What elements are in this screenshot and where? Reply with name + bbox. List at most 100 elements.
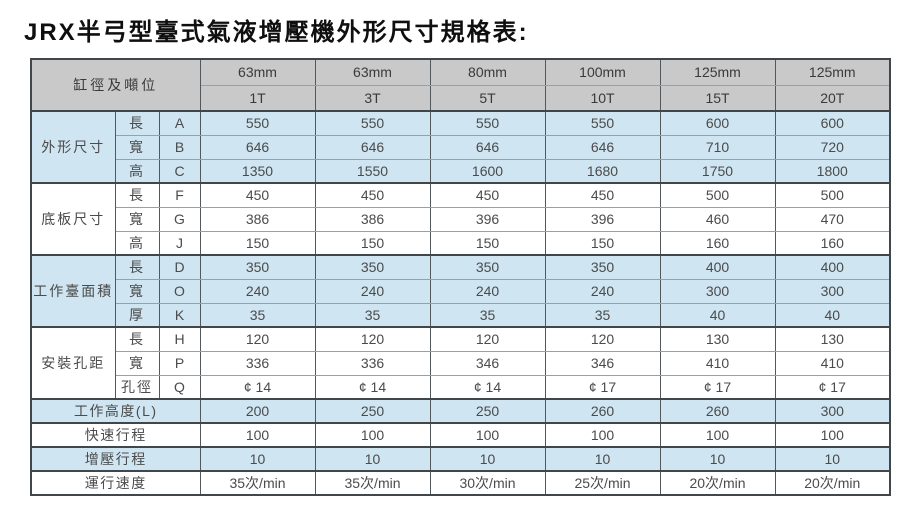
value-cell: 396 [544, 206, 661, 232]
value-cell: 35次/min [314, 470, 431, 496]
row-group-label: 底板尺寸 [30, 182, 116, 256]
value-cell: 30次/min [429, 470, 546, 496]
value-cell: 35 [314, 302, 431, 328]
value-cell: 160 [774, 230, 891, 256]
value-cell: 1680 [544, 158, 661, 184]
value-cell: 20次/min [659, 470, 776, 496]
value-cell: 710 [659, 134, 776, 160]
value-cell: 150 [544, 230, 661, 256]
value-cell: 470 [774, 206, 891, 232]
value-cell: 10 [544, 446, 661, 472]
table-row: 寬 B 646 646 646 646 710 720 [31, 134, 891, 160]
spec-table: 缸徑及噸位 63mm 63mm 80mm 100mm 125mm 125mm 1… [30, 58, 891, 496]
value-cell: 500 [774, 182, 891, 208]
value-cell: 550 [199, 110, 316, 136]
col-header-bore: 63mm [199, 58, 316, 86]
value-cell: 250 [429, 398, 546, 424]
value-cell: 240 [544, 278, 661, 304]
value-cell: 450 [314, 182, 431, 208]
value-cell: 646 [199, 134, 316, 160]
code-label: B [158, 134, 201, 160]
value-cell: 720 [774, 134, 891, 160]
value-cell: 646 [544, 134, 661, 160]
value-cell: 500 [659, 182, 776, 208]
value-cell: 346 [429, 350, 546, 376]
col-header-tonnage: 20T [774, 84, 891, 112]
value-cell: 150 [429, 230, 546, 256]
value-cell: ¢ 14 [314, 374, 431, 400]
value-cell: 346 [544, 350, 661, 376]
dim-label: 長 [114, 254, 160, 280]
row-group-label: 外形尺寸 [30, 110, 116, 184]
value-cell: 646 [429, 134, 546, 160]
header-row-tonnage: 1T 3T 5T 10T 15T 20T [31, 84, 891, 112]
value-cell: ¢ 17 [544, 374, 661, 400]
table-row: 運行速度 35次/min 35次/min 30次/min 25次/min 20次… [30, 470, 891, 496]
value-cell: 40 [774, 302, 891, 328]
value-cell: 240 [199, 278, 316, 304]
value-cell: 35 [544, 302, 661, 328]
value-cell: 150 [199, 230, 316, 256]
footer-row-label: 快速行程 [30, 422, 201, 448]
value-cell: 386 [314, 206, 431, 232]
value-cell: 100 [314, 422, 431, 448]
page-title: JRX半弓型臺式氣液增壓機外形尺寸規格表: [24, 19, 529, 46]
value-cell: ¢ 17 [659, 374, 776, 400]
table-row: 底板尺寸 長 F 450 450 450 450 500 500 [30, 182, 891, 256]
code-label: K [158, 302, 201, 328]
value-cell: 350 [199, 254, 316, 280]
value-cell: ¢ 14 [429, 374, 546, 400]
value-cell: 550 [429, 110, 546, 136]
value-cell: 400 [774, 254, 891, 280]
value-cell: 100 [199, 422, 316, 448]
col-header-tonnage: 15T [659, 84, 776, 112]
table-row: 快速行程 100 100 100 100 100 100 [30, 422, 891, 448]
dim-label: 長 [114, 110, 160, 136]
value-cell: 550 [544, 110, 661, 136]
value-cell: 100 [544, 422, 661, 448]
value-cell: 1350 [199, 158, 316, 184]
value-cell: 646 [314, 134, 431, 160]
value-cell: 1750 [659, 158, 776, 184]
footer-row-label: 增壓行程 [30, 446, 201, 472]
value-cell: 600 [774, 110, 891, 136]
row-group-label: 工作臺面積 [30, 254, 116, 328]
table-row: 高 C 1350 1550 1600 1680 1750 1800 [31, 158, 891, 184]
value-cell: 10 [429, 446, 546, 472]
value-cell: 1800 [774, 158, 891, 184]
value-cell: 100 [429, 422, 546, 448]
value-cell: 100 [659, 422, 776, 448]
value-cell: 350 [314, 254, 431, 280]
value-cell: 130 [659, 326, 776, 352]
value-cell: 396 [429, 206, 546, 232]
col-header-tonnage: 3T [314, 84, 431, 112]
code-label: H [158, 326, 201, 352]
dim-label: 寬 [114, 206, 160, 232]
value-cell: 350 [429, 254, 546, 280]
dim-label: 寬 [114, 134, 160, 160]
value-cell: 120 [429, 326, 546, 352]
table-row: 孔徑 Q ¢ 14 ¢ 14 ¢ 14 ¢ 17 ¢ 17 ¢ 17 [31, 374, 891, 400]
col-header-tonnage: 10T [544, 84, 661, 112]
value-cell: 130 [774, 326, 891, 352]
value-cell: 1600 [429, 158, 546, 184]
col-header-tonnage: 1T [199, 84, 316, 112]
value-cell: 410 [774, 350, 891, 376]
value-cell: 20次/min [774, 470, 891, 496]
dim-label: 寬 [114, 278, 160, 304]
header-row-bore: 缸徑及噸位 63mm 63mm 80mm 100mm 125mm 125mm [30, 58, 891, 112]
table-row: 安裝孔距 長 H 120 120 120 120 130 130 [30, 326, 891, 400]
dim-label: 高 [114, 230, 160, 256]
value-cell: 300 [659, 278, 776, 304]
table-row: 外形尺寸 長 A 550 550 550 550 600 600 [30, 110, 891, 184]
dim-label: 寬 [114, 350, 160, 376]
code-label: G [158, 206, 201, 232]
code-label: P [158, 350, 201, 376]
value-cell: 35次/min [199, 470, 316, 496]
value-cell: 260 [659, 398, 776, 424]
table-row: 高 J 150 150 150 150 160 160 [31, 230, 891, 256]
table-row: 寬 O 240 240 240 240 300 300 [31, 278, 891, 304]
code-label: F [158, 182, 201, 208]
value-cell: 250 [314, 398, 431, 424]
value-cell: ¢ 14 [199, 374, 316, 400]
